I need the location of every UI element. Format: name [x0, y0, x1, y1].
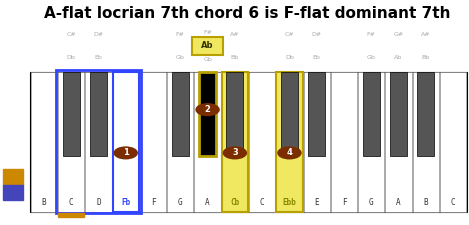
- Bar: [222, 72, 248, 211]
- Bar: [58, 213, 84, 217]
- Text: F#: F#: [176, 32, 185, 37]
- Text: C#: C#: [285, 32, 294, 37]
- Bar: [3, 169, 23, 184]
- Text: A#: A#: [230, 32, 240, 37]
- Bar: [194, 72, 221, 211]
- Bar: [3, 184, 23, 200]
- Text: A-flat locrian 7th chord 6 is F-flat dominant 7th: A-flat locrian 7th chord 6 is F-flat dom…: [44, 6, 451, 21]
- Bar: [90, 72, 107, 156]
- Text: D#: D#: [312, 32, 322, 37]
- Bar: [140, 72, 166, 211]
- Text: Gb: Gb: [176, 55, 185, 60]
- Text: A#: A#: [421, 32, 431, 37]
- Bar: [63, 72, 80, 156]
- Text: C#: C#: [66, 32, 76, 37]
- Text: C: C: [69, 198, 74, 207]
- Text: E: E: [314, 198, 319, 207]
- Text: F#: F#: [203, 30, 212, 35]
- Text: A: A: [396, 198, 401, 207]
- Bar: [440, 72, 466, 211]
- Bar: [281, 72, 298, 156]
- Text: G: G: [178, 198, 182, 207]
- Bar: [308, 72, 325, 156]
- Bar: [303, 72, 330, 211]
- Circle shape: [114, 147, 137, 159]
- Circle shape: [196, 104, 219, 115]
- Bar: [58, 72, 84, 211]
- Text: Fb: Fb: [121, 198, 130, 207]
- Text: A: A: [205, 198, 210, 207]
- Text: D: D: [96, 198, 101, 207]
- Text: B: B: [42, 198, 46, 207]
- Text: basicmusictheory.com: basicmusictheory.com: [11, 88, 15, 137]
- Bar: [386, 72, 412, 211]
- Bar: [249, 72, 275, 211]
- Text: G: G: [369, 198, 374, 207]
- FancyBboxPatch shape: [192, 37, 223, 55]
- Bar: [199, 72, 216, 156]
- Text: 2: 2: [204, 105, 211, 114]
- Text: Bb: Bb: [231, 55, 239, 60]
- Text: Ab: Ab: [201, 41, 214, 50]
- Bar: [227, 72, 243, 156]
- Text: Db: Db: [285, 55, 294, 60]
- Bar: [172, 72, 189, 156]
- Text: Eb: Eb: [94, 55, 102, 60]
- Text: Bb: Bb: [422, 55, 430, 60]
- Text: Eb: Eb: [313, 55, 321, 60]
- Bar: [363, 72, 380, 156]
- Bar: [167, 72, 194, 211]
- Text: C: C: [260, 198, 265, 207]
- Text: Ebb: Ebb: [282, 198, 296, 207]
- Text: C: C: [451, 198, 455, 207]
- Text: D#: D#: [93, 32, 104, 37]
- Text: 1: 1: [123, 148, 129, 157]
- Text: G#: G#: [393, 32, 404, 37]
- Bar: [113, 72, 139, 211]
- Bar: [413, 72, 439, 211]
- Text: B: B: [424, 198, 428, 207]
- Bar: [276, 72, 303, 211]
- Bar: [85, 72, 112, 211]
- Bar: [358, 72, 385, 211]
- Text: Db: Db: [67, 55, 76, 60]
- Bar: [417, 72, 434, 156]
- Text: Gb: Gb: [203, 57, 212, 62]
- Circle shape: [223, 147, 246, 159]
- Bar: [331, 72, 357, 211]
- Text: F: F: [151, 198, 155, 207]
- Text: Gb: Gb: [367, 55, 376, 60]
- Bar: [30, 72, 57, 211]
- Text: Ab: Ab: [394, 55, 403, 60]
- Text: 4: 4: [287, 148, 292, 157]
- Text: F: F: [342, 198, 346, 207]
- Bar: [30, 72, 467, 211]
- Circle shape: [278, 147, 301, 159]
- Text: Cb: Cb: [230, 198, 240, 207]
- Text: F#: F#: [367, 32, 376, 37]
- Bar: [390, 72, 407, 156]
- Text: 3: 3: [232, 148, 238, 157]
